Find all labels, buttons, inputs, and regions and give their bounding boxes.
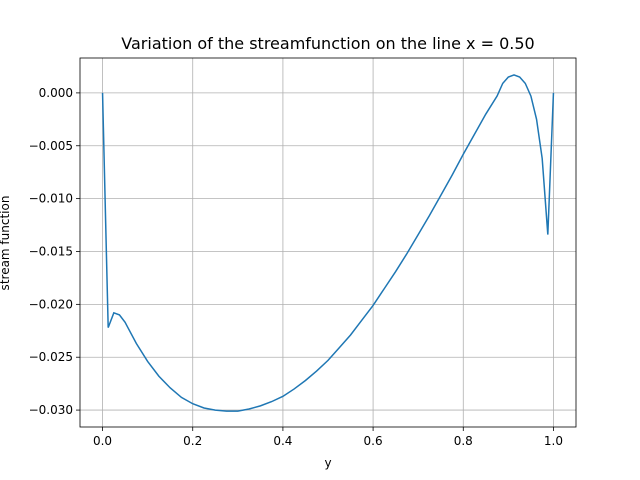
x-tick-label: 0.0: [93, 434, 112, 448]
x-tick-label: 0.4: [273, 434, 292, 448]
y-tick-label: −0.005: [29, 139, 73, 153]
x-tick-label: 0.6: [364, 434, 383, 448]
x-tick-label: 0.8: [454, 434, 473, 448]
y-axis-label: stream function: [0, 196, 12, 291]
y-tick-label: −0.020: [29, 297, 73, 311]
y-tick-label: −0.030: [29, 403, 73, 417]
x-tick-label: 0.2: [183, 434, 202, 448]
grid: [80, 58, 576, 427]
chart-title: Variation of the streamfunction on the l…: [121, 34, 534, 53]
axis-ticks: 0.0 0.2 0.4 0.6 0.8 1.0 0.000 −0.005 −0.010 −0.01…: [29, 86, 563, 448]
plot-frame: [79, 57, 577, 428]
x-tick-label: 1.0: [544, 434, 563, 448]
series-line: [101, 74, 555, 412]
y-tick-label: −0.015: [29, 244, 73, 258]
y-tick-label: −0.025: [29, 350, 73, 364]
y-tick-label: −0.010: [29, 192, 73, 206]
y-tick-label: 0.000: [39, 86, 73, 100]
x-axis-label: y: [324, 456, 331, 470]
